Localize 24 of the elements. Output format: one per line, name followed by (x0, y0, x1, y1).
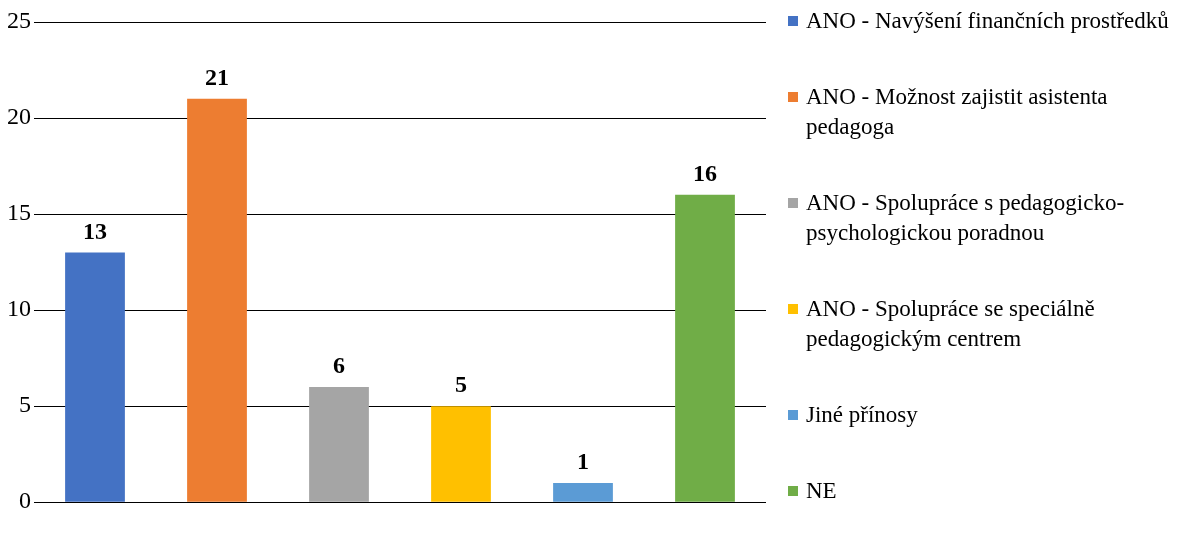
legend-label: ANO - Možnost zajistit asistenta pedagoga (806, 83, 1109, 141)
data-label: 5 (455, 371, 467, 398)
legend-label: ANO - Navýšení finančních prostředků (806, 7, 1169, 35)
data-label: 16 (693, 160, 717, 187)
bar (187, 98, 247, 502)
y-tick-label: 5 (19, 391, 31, 418)
y-tick-label: 10 (7, 295, 31, 322)
bar (675, 194, 735, 502)
data-label: 6 (333, 352, 345, 379)
legend-label: ANO - Spolupráce s pedagogicko-psychologickou poradnou (806, 189, 1126, 247)
legend-label: Jiné přínosy (806, 401, 918, 429)
bar (431, 406, 491, 502)
data-label: 1 (577, 448, 589, 475)
bar (553, 482, 613, 502)
bar (65, 252, 125, 502)
data-label: 21 (205, 64, 229, 91)
y-tick-label: 0 (19, 487, 31, 514)
legend-label: ANO - Spolupráce se speciálně pedagogickým centrem (806, 295, 1096, 353)
y-tick-label: 20 (7, 103, 31, 130)
y-tick-label: 15 (7, 199, 31, 226)
bar (309, 386, 369, 502)
y-tick-label: 25 (7, 7, 31, 34)
data-label: 13 (83, 217, 107, 244)
legend-label: NE (806, 477, 837, 505)
